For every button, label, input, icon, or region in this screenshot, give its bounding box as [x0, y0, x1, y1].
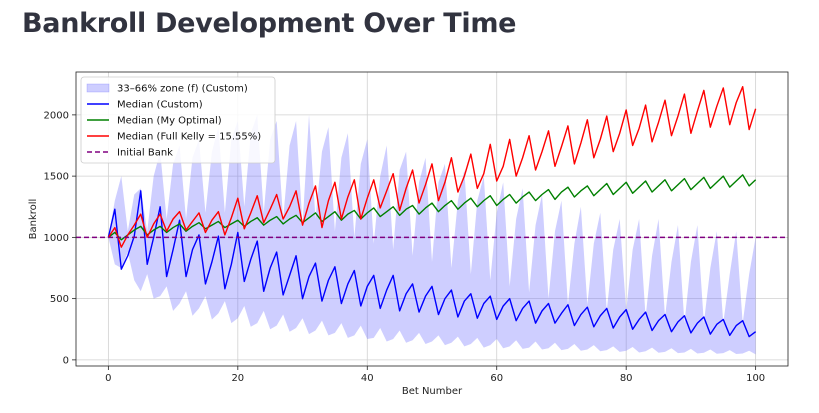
y-tick-label: 0 — [63, 355, 69, 366]
median-custom-line — [107, 190, 757, 338]
x-tick-label: 0 — [105, 373, 111, 384]
band-layer — [108, 114, 756, 355]
legend-box — [80, 76, 276, 164]
x-axis-label: Bet Number — [402, 386, 463, 397]
x-tick-label: 20 — [231, 373, 244, 384]
y-tick-label: 500 — [50, 294, 69, 305]
x-tick-label: 60 — [490, 373, 503, 384]
page-title: Bankroll Development Over Time — [22, 8, 517, 39]
legend-band-swatch — [86, 83, 110, 93]
median-optimal-line — [107, 174, 757, 241]
band-33-66-area — [108, 114, 756, 355]
plot-frame — [75, 71, 789, 367]
legend-median-custom-label: Median (Custom) — [117, 100, 203, 111]
series-layer — [76, 85, 788, 338]
legend-median-kelly-label: Median (Full Kelly = 15.55%) — [117, 132, 261, 143]
median-full-kelly-line — [107, 85, 757, 248]
y-axis-label: Bankroll — [28, 199, 39, 240]
legend-initial-bank-label: Initial Bank — [117, 148, 173, 159]
legend: 33–66% zone (f) (Custom) Median (Custom) M… — [80, 76, 276, 164]
legend-median-optimal-label: Median (My Optimal) — [117, 116, 222, 127]
x-tick-label: 40 — [361, 373, 374, 384]
y-tick-label: 2000 — [44, 110, 69, 121]
y-tick-label: 1500 — [44, 172, 69, 183]
legend-band-label: 33–66% zone (f) (Custom) — [117, 84, 248, 95]
y-tick-label: 1000 — [44, 233, 69, 244]
x-tick-label: 100 — [746, 373, 765, 384]
x-tick-label: 80 — [620, 373, 633, 384]
